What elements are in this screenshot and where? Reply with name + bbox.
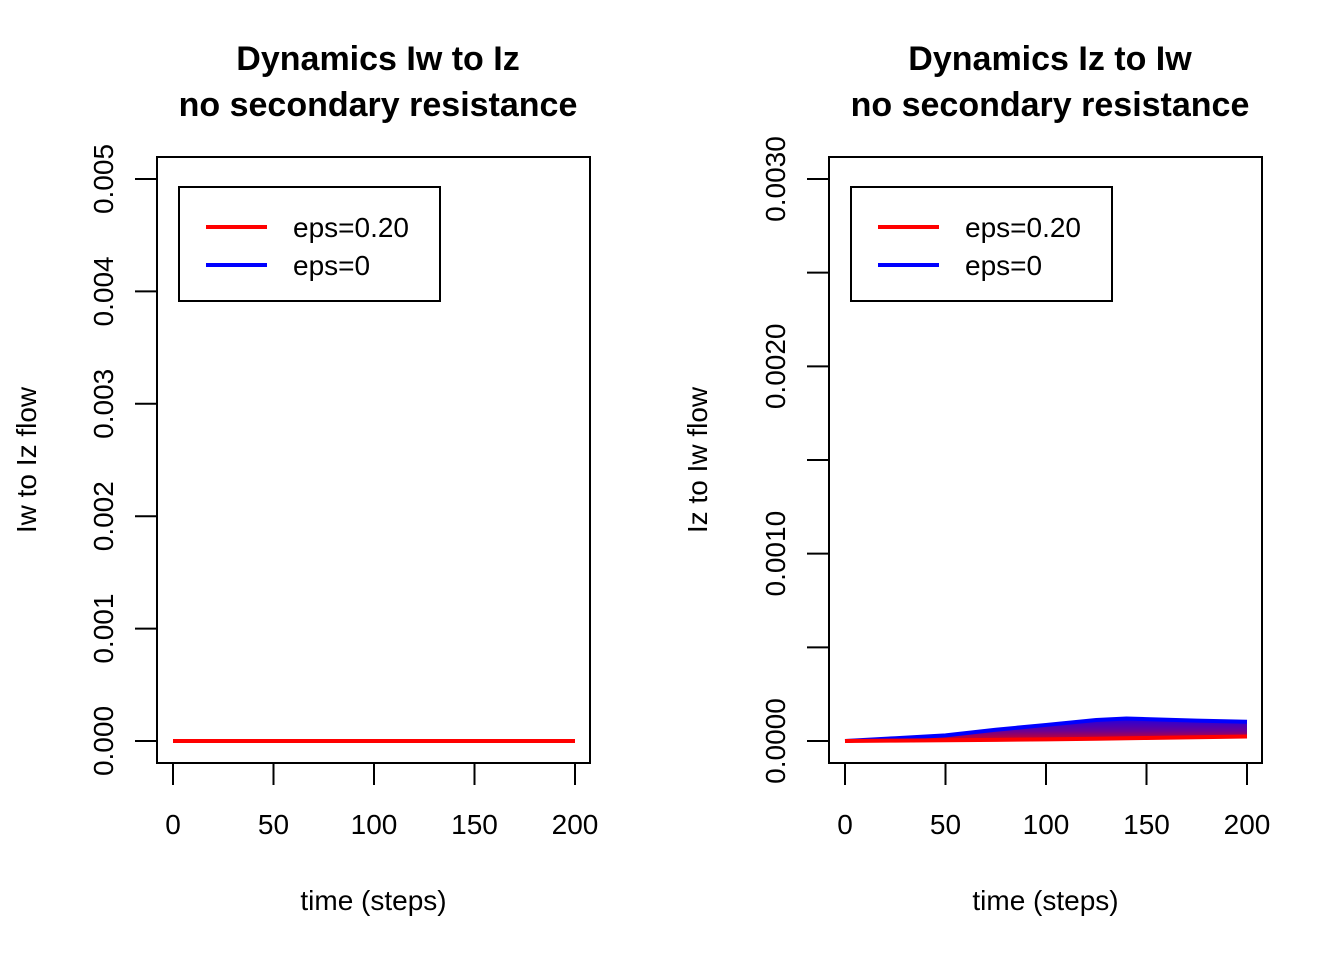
x-axis-label: time (steps) xyxy=(972,885,1118,916)
y-tick-label: 0.002 xyxy=(88,481,119,551)
y-tick-label: 0.0020 xyxy=(760,324,791,410)
y-tick-label: 0.005 xyxy=(88,144,119,214)
legend: eps=0.20 eps=0 xyxy=(178,186,441,302)
x-tick-label: 50 xyxy=(930,809,961,840)
x-axis-label: time (steps) xyxy=(300,885,446,916)
y-tick-label: 0.0030 xyxy=(760,136,791,222)
chart-title-line-2: no secondary resistance xyxy=(851,86,1250,124)
chart-title-line-1: Dynamics Iz to Iw xyxy=(908,40,1192,78)
y-tick-label: 0.004 xyxy=(88,256,119,326)
left-panel-iw-to-iz: Dynamics Iw to Iz no secondary resistance… xyxy=(11,40,598,916)
legend-box xyxy=(850,186,1113,302)
legend-box xyxy=(178,186,441,302)
y-axis-label: Iz to Iw flow xyxy=(682,386,713,533)
y-tick-label: 0.001 xyxy=(88,594,119,664)
chart-title-line-1: Dynamics Iw to Iz xyxy=(236,40,519,78)
y-axis-label: Iw to Iz flow xyxy=(11,386,42,533)
y-tick-label: 0.003 xyxy=(88,369,119,439)
x-tick-label: 100 xyxy=(1023,809,1070,840)
x-tick-label: 150 xyxy=(451,809,498,840)
x-tick-label: 150 xyxy=(1123,809,1170,840)
x-tick-label: 0 xyxy=(165,809,181,840)
y-tick-label: 0.0000 xyxy=(760,698,791,784)
y-tick-label: 0.000 xyxy=(88,706,119,776)
legend-label: eps=0 xyxy=(293,250,370,281)
legend-label: eps=0.20 xyxy=(965,212,1081,243)
series-line-eps-0 xyxy=(844,716,1248,743)
x-tick-label: 50 xyxy=(258,809,289,840)
y-tick-label: 0.0010 xyxy=(760,511,791,597)
x-tick-label: 0 xyxy=(837,809,853,840)
legend-label: eps=0.20 xyxy=(293,212,409,243)
right-panel-iz-to-iw: Dynamics Iz to Iw no secondary resistance… xyxy=(682,40,1270,916)
legend: eps=0.20 eps=0 xyxy=(850,186,1113,302)
x-tick-label: 100 xyxy=(351,809,398,840)
x-tick-label: 200 xyxy=(552,809,599,840)
x-tick-label: 200 xyxy=(1224,809,1271,840)
series-line-eps-0-20 xyxy=(844,734,1248,743)
chart-title-line-2: no secondary resistance xyxy=(179,86,578,124)
legend-label: eps=0 xyxy=(965,250,1042,281)
